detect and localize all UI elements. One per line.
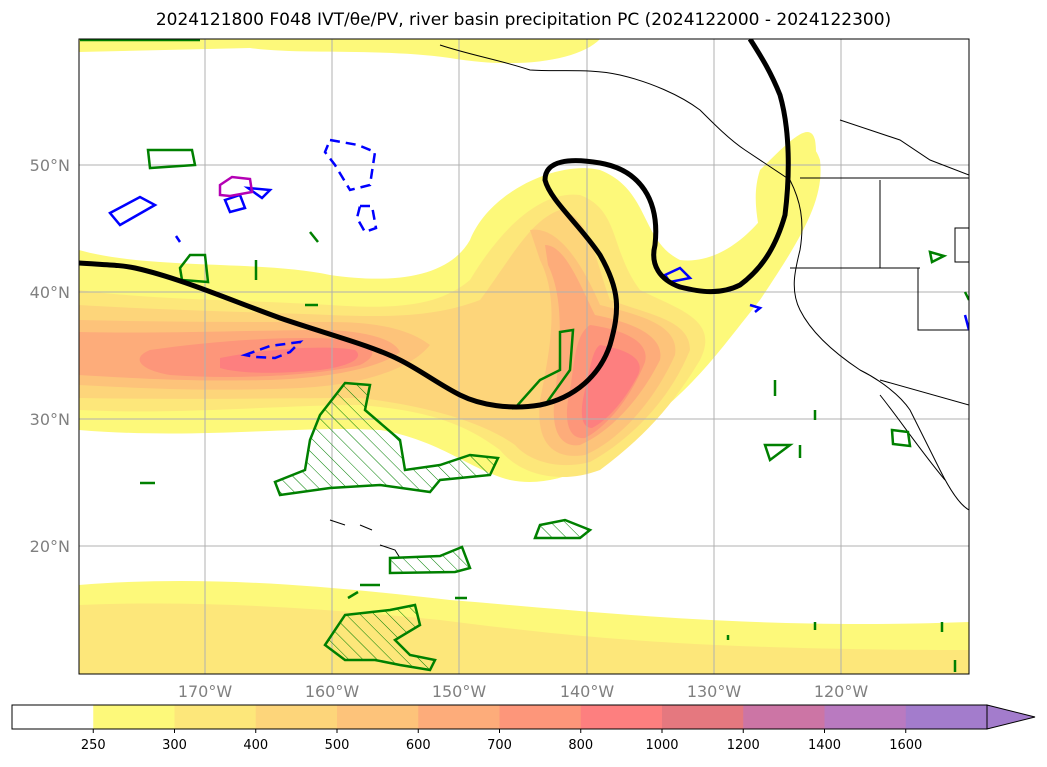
theta-contour-1: [146, 148, 197, 170]
lon-label-130w: 130°W: [687, 682, 742, 701]
colorbar-swatch: [824, 705, 907, 729]
map-frame: [78, 38, 970, 675]
coastline-hawaii: [329, 519, 401, 559]
colorbar-extend-arrow: [986, 704, 1036, 730]
coastline-alaska-bc: [839, 119, 969, 176]
ivt-level-800-east: [581, 345, 640, 428]
colorbar-swatch: [418, 705, 500, 729]
colorbar-swatch: [255, 705, 338, 729]
pv-contour-dashed-2: [355, 204, 378, 234]
pv-contour-4: [174, 235, 182, 243]
theta-contour-3: [273, 381, 500, 497]
pv-contour-1: [108, 195, 158, 227]
magenta-contour: [218, 175, 254, 198]
theta-contour-6: [388, 545, 472, 575]
colorbar-swatch: [662, 705, 744, 729]
lat-label-40: 40°N: [30, 283, 70, 302]
colorbar: 250 300 400 500 600 700 800 1000 1200 1400 1600: [11, 704, 1036, 753]
lat-label-30: 30°N: [30, 410, 70, 429]
theta-contour-fragments: [80, 39, 969, 672]
colorbar-swatch: [93, 705, 175, 729]
lat-label-20: 20°N: [30, 537, 70, 556]
border-us-mexico: [879, 379, 969, 406]
theta-contour-7: [323, 603, 437, 672]
border-state-3: [917, 268, 969, 331]
colorbar-tick-label: 700: [487, 738, 512, 753]
colorbar-swatch: [499, 705, 582, 729]
colorbar-tick-label: 500: [325, 738, 350, 753]
ivt-level-800-west: [220, 347, 359, 373]
pv-contour-2: [223, 193, 247, 214]
colorbar-tick-label: 400: [243, 738, 268, 753]
theta-contours: [80, 39, 969, 672]
pv-contour-dashed-3: [240, 340, 304, 360]
lon-label-170w: 170°W: [178, 682, 233, 701]
colorbar-swatch: [905, 705, 988, 729]
colorbar-tick-label: 800: [568, 738, 593, 753]
colorbar-tick-label: 1000: [645, 738, 678, 753]
lon-label-120w: 120°W: [814, 682, 869, 701]
coastline-north-america: [439, 44, 969, 511]
lon-label-140w: 140°W: [560, 682, 615, 701]
colorbar-swatch: [12, 705, 94, 729]
jet-contour-main: [79, 39, 791, 410]
colorbar-swatch: [743, 705, 825, 729]
theta-contour-10: [928, 250, 948, 264]
colorbar-tick-label: 300: [162, 738, 187, 753]
ivt-band-bottom-inner: [79, 603, 969, 674]
theta-contour-9: [890, 428, 912, 448]
lon-label-160w: 160°W: [305, 682, 360, 701]
colorbar-tick-label: 250: [81, 738, 106, 753]
coastline-baja: [879, 394, 946, 481]
pv-contour-6: [749, 303, 763, 313]
colorbar-swatch: [580, 705, 663, 729]
colorbar-tick-label: 1600: [889, 738, 922, 753]
theta-contour-8: [763, 443, 794, 463]
pv-contour-3: [243, 186, 273, 200]
colorbar-tick-label: 1200: [727, 738, 760, 753]
theta-contour-5: [533, 518, 593, 540]
colorbar-tick-label: 1400: [808, 738, 841, 753]
ivt-fill-layer: [79, 39, 969, 674]
map-title: 2024121800 F048 IVT/θe/PV, river basin p…: [155, 10, 892, 30]
coastline-east-edge: [954, 227, 969, 263]
colorbar-swatch: [174, 705, 257, 729]
theta-contour-2: [178, 253, 210, 284]
colorbar-swatch: [337, 705, 419, 729]
coastlines: [329, 44, 969, 559]
jet-contours: [79, 39, 791, 410]
pv-contour-7: [963, 314, 969, 331]
lat-label-50: 50°N: [30, 156, 70, 175]
colorbar-tick-label: 600: [406, 738, 431, 753]
ivt-band-top: [79, 39, 600, 64]
lon-label-150w: 150°W: [432, 682, 487, 701]
